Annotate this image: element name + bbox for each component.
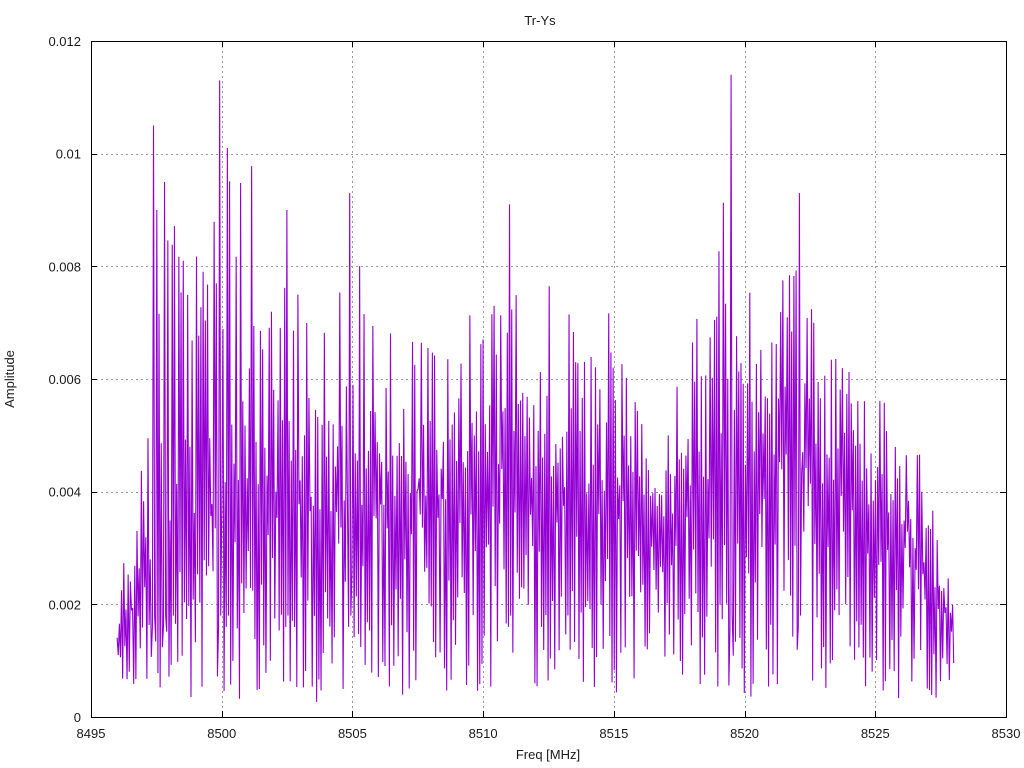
tick-marks (90, 40, 1008, 719)
y-tick-label: 0.012 (48, 34, 81, 49)
x-tick-label: 8500 (207, 726, 236, 741)
x-tick-label: 8530 (992, 726, 1021, 741)
y-tick-label: 0 (74, 710, 81, 725)
y-tick-label: 0.008 (48, 259, 81, 274)
y-tick-label: 0.006 (48, 372, 81, 387)
x-tick-label: 8495 (77, 726, 106, 741)
x-tick-label: 8525 (861, 726, 890, 741)
x-tick-label: 8505 (338, 726, 367, 741)
y-axis-label: Amplitude (2, 350, 17, 408)
data-trace-line (116, 74, 955, 702)
x-axis-label: Freq [MHz] (516, 747, 580, 762)
x-tick-label: 8515 (599, 726, 628, 741)
y-tick-label: 0.01 (56, 147, 81, 162)
y-tick-label: 0.004 (48, 485, 81, 500)
data-trace-group (116, 74, 955, 702)
chart-title: Tr-Ys (524, 13, 556, 28)
tick-labels: 8495 8500 8505 8510 8515 8520 8525 8530 0 0.002 0.… (48, 34, 1020, 741)
x-tick-label: 8510 (469, 726, 498, 741)
x-tick-label: 8520 (730, 726, 759, 741)
y-tick-label: 0.002 (48, 597, 81, 612)
